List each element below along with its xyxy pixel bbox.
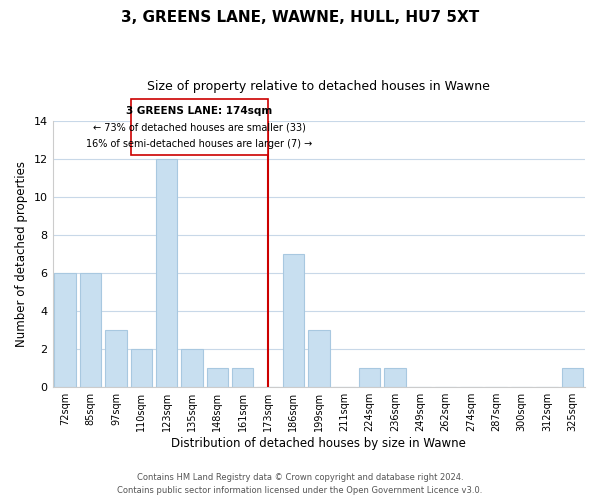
Bar [562,368,583,387]
Bar [359,368,380,387]
Bar [308,330,329,387]
Text: Contains HM Land Registry data © Crown copyright and database right 2024.
Contai: Contains HM Land Registry data © Crown c… [118,474,482,495]
Text: 3, GREENS LANE, WAWNE, HULL, HU7 5XT: 3, GREENS LANE, WAWNE, HULL, HU7 5XT [121,10,479,25]
Bar [283,254,304,387]
Bar [181,349,203,387]
Bar [105,330,127,387]
Bar [55,273,76,387]
X-axis label: Distribution of detached houses by size in Wawne: Distribution of detached houses by size … [172,437,466,450]
Bar [206,368,228,387]
Bar [384,368,406,387]
Bar [80,273,101,387]
Bar [156,158,178,387]
Bar [131,349,152,387]
Bar [232,368,253,387]
Text: 16% of semi-detached houses are larger (7) →: 16% of semi-detached houses are larger (… [86,138,313,148]
Y-axis label: Number of detached properties: Number of detached properties [15,161,28,347]
Text: 3 GREENS LANE: 174sqm: 3 GREENS LANE: 174sqm [127,106,273,117]
Title: Size of property relative to detached houses in Wawne: Size of property relative to detached ho… [148,80,490,93]
Text: ← 73% of detached houses are smaller (33): ← 73% of detached houses are smaller (33… [93,122,306,132]
FancyBboxPatch shape [131,99,268,155]
